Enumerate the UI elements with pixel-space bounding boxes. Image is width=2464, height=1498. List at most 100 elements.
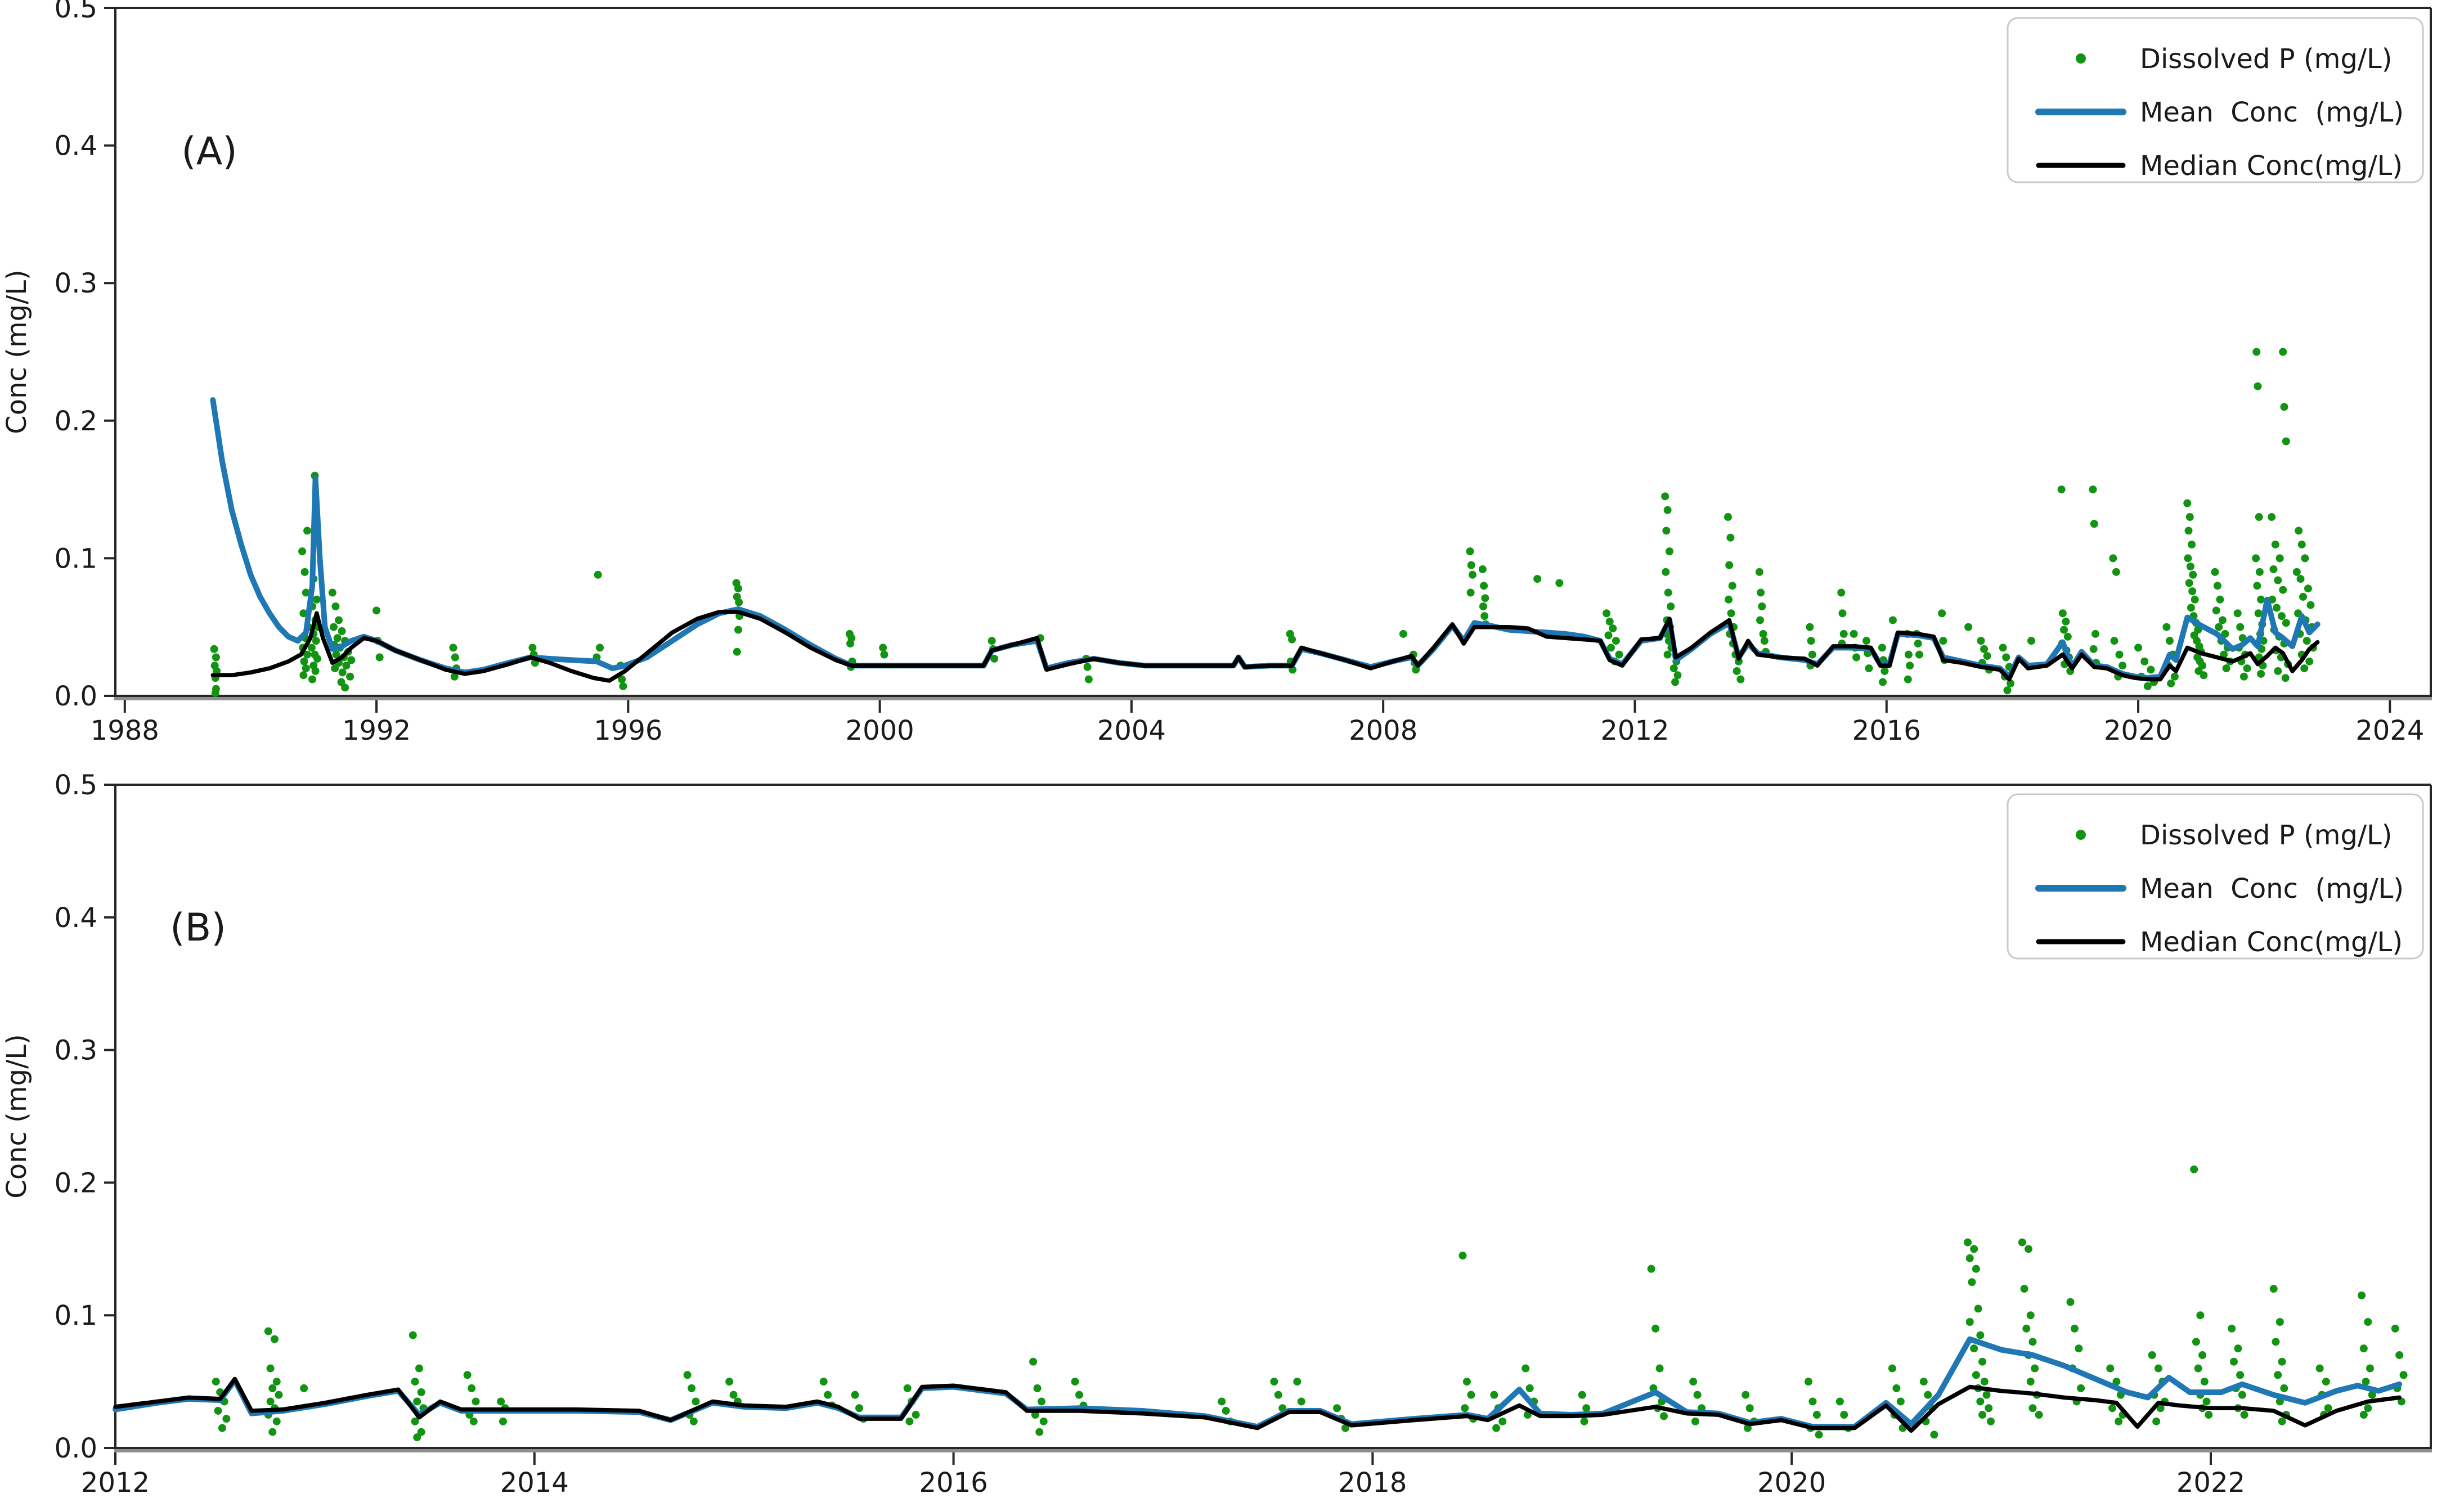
scatter-point [332,650,340,659]
scatter-point [1880,667,1889,675]
scatter-point [2110,637,2119,645]
scatter-point [328,588,336,597]
scatter-point [2112,1378,2121,1386]
scatter-point [2274,576,2282,584]
scatter-point [2221,629,2229,638]
scatter-point [619,682,627,690]
scatter-point [1462,1378,1471,1386]
scatter-point [846,640,855,648]
scatter-point [1580,1417,1588,1425]
scatter-point [1919,1378,1928,1386]
scatter-point [1978,1411,1987,1419]
scatter-point [734,584,743,593]
scatter-point [1888,616,1897,624]
scatter-point [341,683,349,692]
scatter-point [497,1397,505,1406]
scatter-point [2205,1411,2213,1419]
scatter-point [1651,1324,1660,1333]
scatter-point [1661,492,1669,501]
scatter-point [880,650,888,659]
scatter-point [1837,588,1846,597]
scatter-point [1525,1384,1534,1392]
y-axis-label: Conc (mg/L) [1,269,33,434]
scatter-point [2026,1378,2035,1386]
scatter-point [1742,1391,1750,1399]
scatter-point [2026,1311,2035,1320]
x-tick-label: 2014 [500,1467,569,1498]
y-tick-label: 0.0 [55,681,97,712]
scatter-point [1671,678,1680,686]
scatter-point [1533,575,1542,583]
scatter-point [302,664,310,673]
scatter-point [2185,579,2193,587]
x-tick-label: 2022 [2176,1467,2245,1498]
scatter-point [851,1391,859,1399]
scatter-point [2274,1371,2282,1379]
scatter-point [1467,1391,1475,1399]
scatter-point [2281,674,2290,682]
y-tick-label: 0.0 [55,1433,97,1464]
legend-marker-dot [2076,830,2086,840]
scatter-point [2276,1317,2284,1326]
scatter-point [2190,1165,2198,1173]
scatter-point [1852,653,1861,662]
scatter-point [528,644,537,652]
scatter-point [1807,637,1815,645]
y-tick-label: 0.3 [55,1035,97,1067]
scatter-point [1725,595,1733,604]
scatter-point [409,1331,417,1339]
scatter-point [2252,554,2260,563]
mean-conc-line [210,397,2321,681]
scatter-point [1582,1404,1591,1412]
scatter-point [2022,1324,2031,1333]
scatter-point [1038,1397,1045,1406]
scatter-point [596,644,604,652]
scatter-point [1850,629,1858,638]
scatter-point [2306,601,2315,609]
panel-letter: (B) [170,906,226,950]
scatter-point [2239,672,2248,681]
scatter-point [2192,1338,2200,1346]
scatter-point [2233,609,2242,618]
scatter-point [2362,1378,2370,1386]
x-tick-label: 2012 [1600,715,1669,746]
scatter-point [413,1397,421,1406]
scatter-point [303,650,312,659]
scatter-point [2366,1364,2375,1373]
scatter-dissolved-p [210,348,2317,698]
scatter-point [1978,1357,1987,1366]
scatter-point [729,1391,738,1399]
scatter-point [1733,667,1741,675]
scatter-point [1938,609,1946,618]
scatter-point [2167,679,2175,687]
scatter-point [1669,664,1678,673]
panel-letter: (A) [181,129,237,174]
scatter-point [2257,669,2265,678]
scatter-point [988,637,996,645]
scatter-point [733,647,741,656]
scatter-point [2273,604,2281,612]
scatter-point [1999,644,2007,652]
scatter-point [1980,1378,1989,1386]
scatter-point [2058,609,2067,618]
scatter-point [212,653,220,662]
scatter-point [1693,1391,1702,1399]
y-tick-label: 0.4 [55,131,97,162]
scatter-point [2089,645,2098,653]
scatter-point [1663,506,1672,514]
scatter-point [1982,1391,1991,1399]
scatter-point [450,672,459,681]
scatter-point [2191,595,2199,604]
scatter-point [417,1388,425,1396]
scatter-point [734,626,743,634]
x-tick-label: 2024 [2355,715,2424,746]
scatter-point [2269,1285,2278,1293]
scatter-point [2292,568,2301,576]
scatter-point [2240,1411,2248,1419]
scatter-point [2304,584,2312,593]
scatter-point [499,1417,507,1425]
scatter-point [300,1384,308,1392]
scatter-point [912,1411,920,1419]
scatter-point [2280,403,2288,411]
scatter-point [2165,637,2174,645]
